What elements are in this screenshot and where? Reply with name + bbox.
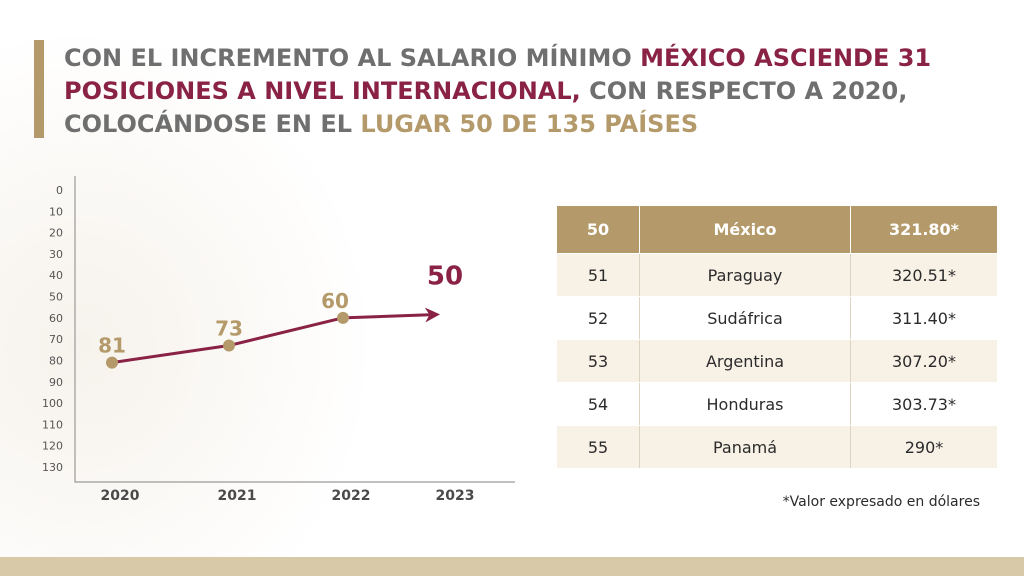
- data-point-2020: [106, 356, 118, 369]
- rank-cell: 54: [557, 382, 640, 426]
- footnote: *Valor expresado en dólares: [782, 494, 980, 510]
- data-label-2023: 50: [427, 262, 463, 292]
- data-point-2021: [223, 339, 235, 352]
- y-tick-label: 130: [42, 461, 63, 474]
- rank-cell: 55: [557, 425, 640, 469]
- y-axis-ticks: 0 10 20 30 40 50 60 70 80 90 100 110 120 130: [42, 184, 63, 474]
- x-tick-label-2020: 2020: [101, 488, 140, 504]
- country-cell: México: [639, 206, 851, 254]
- title-part-3: CON RESPECTO A 2020, COLOCÁNDOSE EN EL: [64, 77, 908, 138]
- country-cell: Paraguay: [639, 253, 851, 297]
- x-tick-label-2021: 2021: [218, 488, 257, 504]
- ranking-line-chart: 0 10 20 30 40 50 60 70 80 90 100 110 120 130 81 73 60…: [42, 176, 515, 504]
- table-row: 53 Argentina 307.20*: [557, 339, 997, 383]
- background-decoration: [0, 0, 400, 576]
- bottom-band: [0, 557, 1024, 576]
- table-row: 52 Sudáfrica 311.40*: [557, 296, 997, 340]
- table-row-highlight: 50 México 321.80*: [557, 206, 997, 254]
- x-tick-label-2023: 2023: [436, 488, 475, 504]
- table-row: 51 Paraguay 320.51*: [557, 253, 997, 297]
- value-cell: 321.80*: [850, 206, 997, 254]
- title-accent-bar: [34, 40, 44, 138]
- title-highlight-rank: LUGAR 50 DE 135 PAÍSES: [360, 110, 699, 138]
- y-tick-label: 10: [49, 205, 63, 218]
- y-tick-label: 110: [42, 418, 63, 431]
- y-tick-label: 20: [49, 227, 63, 240]
- ranking-table: 50 México 321.80* 51 Paraguay 320.51* 52…: [557, 206, 997, 469]
- page-title: CON EL INCREMENTO AL SALARIO MÍNIMO MÉXI…: [64, 42, 994, 141]
- y-tick-label: 100: [42, 397, 63, 410]
- country-cell: Honduras: [639, 382, 851, 426]
- title-part-1: CON EL INCREMENTO AL SALARIO MÍNIMO: [64, 44, 641, 72]
- y-tick-label: 70: [49, 333, 63, 346]
- y-tick-label: 50: [49, 291, 63, 304]
- value-cell: 303.73*: [850, 382, 997, 426]
- y-tick-label: 60: [49, 312, 63, 325]
- rank-cell: 52: [557, 296, 640, 340]
- data-point-2022: [337, 311, 349, 324]
- y-tick-label: 80: [49, 354, 63, 367]
- data-label-2022: 60: [321, 289, 349, 313]
- value-cell: 311.40*: [850, 296, 997, 340]
- title-highlight-mexico: MÉXICO ASCIENDE 31 POSICIONES A NIVEL IN…: [64, 44, 932, 105]
- country-cell: Argentina: [639, 339, 851, 383]
- y-tick-label: 30: [49, 248, 63, 261]
- rank-cell: 51: [557, 253, 640, 297]
- value-cell: 307.20*: [850, 339, 997, 383]
- country-cell: Panamá: [639, 425, 851, 469]
- y-tick-label: 90: [49, 376, 63, 389]
- series-line-segment: [228, 316, 344, 348]
- data-label-2020: 81: [98, 334, 126, 358]
- series-line-segment: [342, 307, 440, 323]
- value-cell: 320.51*: [850, 253, 997, 297]
- y-tick-label: 0: [56, 184, 63, 197]
- table-row: 55 Panamá 290*: [557, 425, 997, 469]
- series-line-segment: [111, 344, 230, 365]
- value-cell: 290*: [850, 425, 997, 469]
- y-tick-label: 40: [49, 269, 63, 282]
- y-tick-label: 120: [42, 440, 63, 453]
- x-tick-label-2022: 2022: [332, 488, 371, 504]
- table-row: 54 Honduras 303.73*: [557, 382, 997, 426]
- axis-line: [74, 176, 515, 483]
- data-label-2021: 73: [215, 317, 243, 341]
- rank-cell: 50: [557, 206, 640, 254]
- rank-cell: 53: [557, 339, 640, 383]
- country-cell: Sudáfrica: [639, 296, 851, 340]
